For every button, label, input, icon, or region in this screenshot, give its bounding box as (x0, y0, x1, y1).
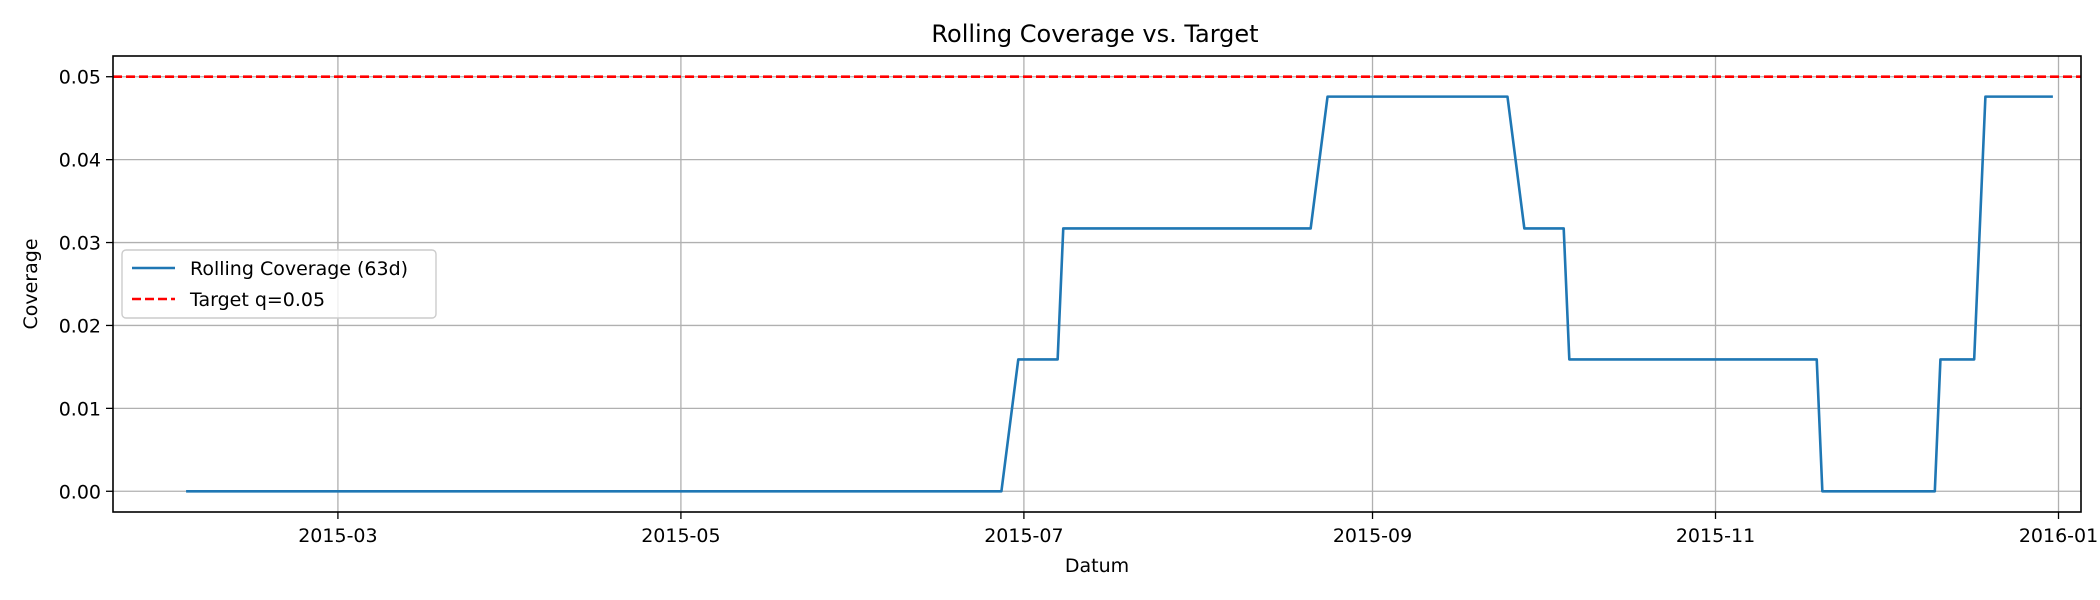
y-tick-label: 0.01 (59, 398, 101, 420)
legend-label-target: Target q=0.05 (189, 289, 325, 311)
y-axis: 0.00 0.01 0.02 0.03 0.04 0.05 (59, 67, 113, 503)
x-tick-label: 2015-05 (641, 525, 720, 547)
y-axis-label: Coverage (20, 238, 42, 329)
legend-box (121, 249, 437, 319)
series-line-coverage (186, 95, 2053, 493)
x-axis-label: Datum (1065, 555, 1129, 577)
chart-title: Rolling Coverage vs. Target (931, 20, 1258, 48)
x-tick-label: 2016-01 (2019, 525, 2098, 547)
y-tick-label: 0.05 (59, 67, 101, 89)
y-tick-label: 0.03 (59, 233, 101, 255)
legend-label-coverage: Rolling Coverage (63d) (190, 258, 408, 280)
x-tick-label: 2015-03 (298, 525, 377, 547)
x-tick-label: 2015-11 (1676, 525, 1755, 547)
y-tick-label: 0.02 (59, 315, 101, 337)
plot-frame (112, 55, 2082, 513)
x-tick-label: 2015-09 (1333, 525, 1412, 547)
series-layer (113, 75, 2081, 493)
x-axis: 2015-03 2015-05 2015-07 2015-09 2015-11 2016-… (298, 512, 2098, 547)
x-tick-label: 2015-07 (984, 525, 1063, 547)
y-tick-label: 0.00 (59, 481, 101, 503)
legend: Rolling Coverage (63d) Target q=0.05 (121, 249, 437, 319)
y-tick-label: 0.04 (59, 150, 101, 172)
